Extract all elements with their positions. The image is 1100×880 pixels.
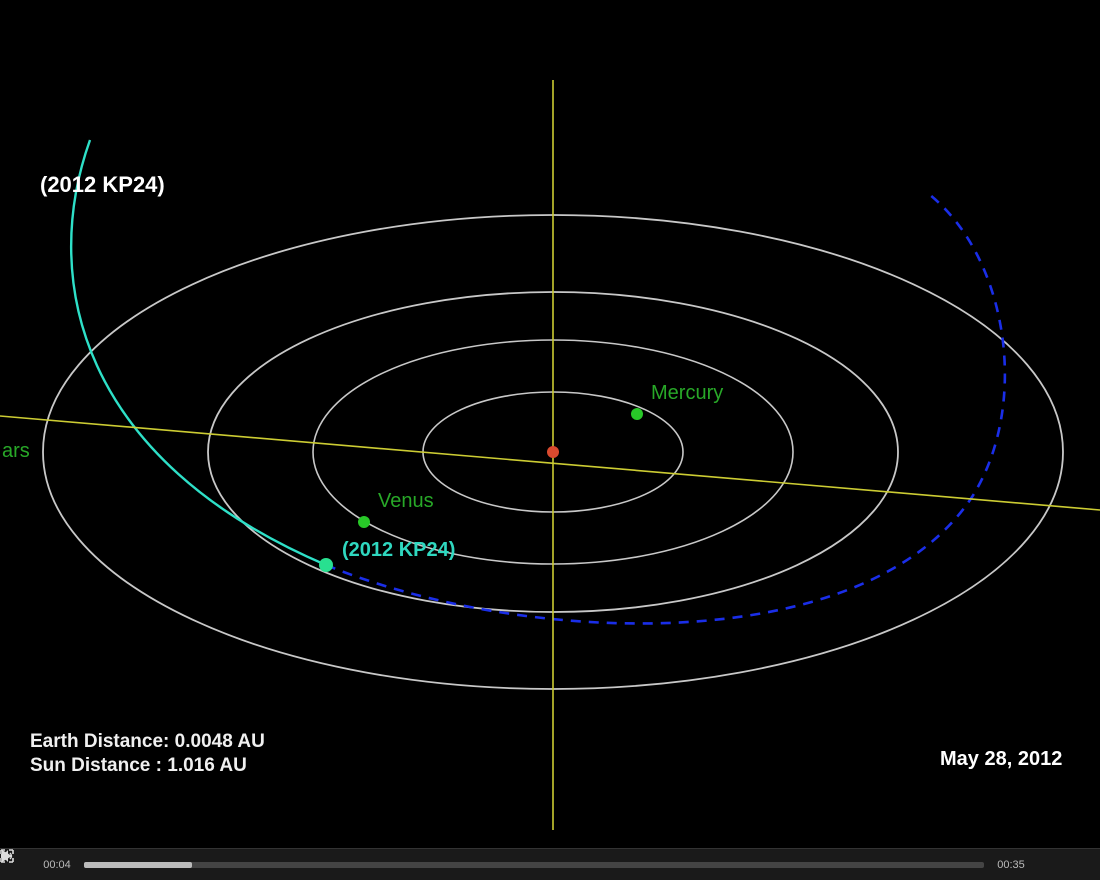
fullscreen-button[interactable] [1038,854,1060,876]
mars-label-clipped: ars [2,440,30,463]
volume-icon [0,849,16,863]
sun-dot [547,446,559,458]
sun-distance-value: 1.016 AU [167,755,247,776]
asteroid-title-label: (2012 KP24) [40,172,165,198]
video-seek-track[interactable] [84,862,984,868]
video-current-time: 00:04 [40,859,74,871]
earth-distance-value: 0.0048 AU [175,731,265,752]
volume-button[interactable] [1070,854,1092,876]
earth-distance-row: Earth Distance: 0.0048 AU [30,730,265,754]
mercury-dot [631,408,643,420]
video-total-time: 00:35 [994,859,1028,871]
asteroid-dot [319,558,333,572]
date-label: May 28, 2012 [940,748,1062,771]
orbit-diagram-stage: (2012 KP24) Mercury Venus (2012 KP24) ar… [0,0,1100,880]
sun-distance-label: Sun Distance : [30,755,162,776]
video-seek-progress [84,862,192,868]
asteroid-position-label: (2012 KP24) [342,539,455,562]
venus-label: Venus [378,490,434,513]
earth-distance-label: Earth Distance: [30,731,169,752]
sun-distance-row: Sun Distance : 1.016 AU [30,754,265,778]
asteroid-orbit-above [71,140,326,565]
video-control-bar: 00:04 00:35 [0,848,1100,880]
venus-dot [358,516,370,528]
distance-info-block: Earth Distance: 0.0048 AU Sun Distance :… [30,730,265,778]
mercury-label: Mercury [651,382,723,405]
